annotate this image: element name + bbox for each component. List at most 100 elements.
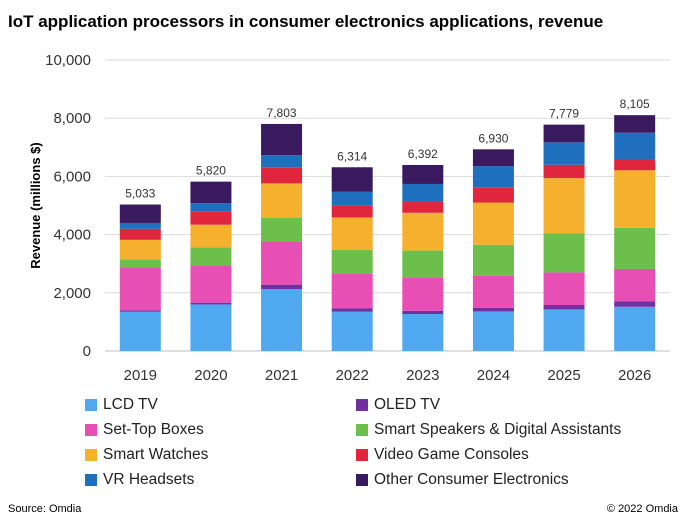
bar-segment: [472, 166, 514, 188]
bar-segment: [331, 167, 373, 192]
bar-segment: [119, 259, 161, 268]
bar-segment: [261, 241, 303, 285]
bar-segment: [614, 301, 656, 307]
bar-segment: [402, 183, 444, 202]
bar-segment: [119, 239, 161, 260]
y-tick-label: 6,000: [53, 168, 91, 185]
bar-segment: [543, 309, 585, 351]
source-note: Source: Omdia: [8, 503, 82, 515]
total-label: 6,392: [408, 147, 438, 161]
bar-segment: [402, 164, 444, 184]
bar-segment: [331, 191, 373, 206]
bar-segment: [190, 304, 232, 351]
bar-segment: [472, 275, 514, 308]
legend-item: Other Consumer Electronics: [356, 471, 569, 489]
total-label: 7,803: [267, 106, 297, 120]
bar-segment: [543, 164, 585, 179]
bar-segment: [543, 124, 585, 143]
legend-swatch: [356, 449, 368, 461]
bar-segment: [119, 204, 161, 223]
bar-segment: [261, 289, 303, 351]
bar-segment: [261, 284, 303, 290]
bar-segment: [261, 218, 303, 242]
legend-swatch: [85, 424, 97, 436]
bar-segment: [614, 306, 656, 351]
bar-segment: [190, 181, 232, 204]
total-label: 7,779: [549, 107, 579, 121]
bar-segment: [472, 187, 514, 203]
total-label: 6,314: [337, 149, 367, 163]
legend-swatch: [356, 399, 368, 411]
bar-segment: [119, 222, 161, 229]
y-tick-label: 10,000: [45, 52, 91, 69]
copyright-note: © 2022 Omdia: [606, 503, 678, 515]
bar-segment: [614, 170, 656, 228]
total-label: 5,033: [125, 187, 155, 201]
bar-segment: [261, 123, 303, 156]
bar-segment: [331, 205, 373, 218]
bar-segment: [190, 302, 232, 305]
bar-segment: [119, 228, 161, 240]
bar-segment: [614, 115, 656, 133]
bar-segment: [402, 201, 444, 213]
bar-segment: [543, 305, 585, 310]
legend-label: Other Consumer Electronics: [374, 471, 569, 488]
bar-segment: [190, 265, 232, 303]
bar-segment: [261, 183, 303, 219]
legend-swatch: [85, 399, 97, 411]
bar-segment: [402, 277, 444, 311]
y-axis-label: Revenue (millions $): [28, 142, 43, 268]
bar-segment: [190, 211, 232, 225]
legend-swatch: [356, 424, 368, 436]
bar-segment: [331, 217, 373, 251]
bar-segment: [614, 268, 656, 302]
bar-segment: [543, 142, 585, 165]
bar-segment: [472, 311, 514, 351]
legend-label: Smart Watches: [103, 446, 209, 463]
bar-segment: [331, 250, 373, 274]
bar-segment: [472, 307, 514, 312]
bar-segment: [331, 311, 373, 351]
bar-segment: [614, 132, 656, 160]
legend-item: LCD TV: [85, 396, 158, 414]
legend-label: Smart Speakers & Digital Assistants: [374, 421, 622, 438]
bar-segment: [472, 149, 514, 167]
bar-segment: [614, 159, 656, 171]
bar-segment: [190, 224, 232, 248]
legend-item: Smart Watches: [85, 446, 208, 464]
total-label: 8,105: [620, 97, 650, 111]
bar-segment: [190, 247, 232, 266]
bar-segment: [402, 310, 444, 315]
bar-segment: [261, 167, 303, 184]
bar-segment: [331, 308, 373, 312]
bar-segment: [119, 311, 161, 351]
x-tick-label: 2022: [336, 367, 369, 384]
x-tick-label: 2024: [477, 367, 510, 384]
x-tick-label: 2026: [618, 367, 651, 384]
bar-segment: [543, 233, 585, 273]
total-label: 5,820: [196, 164, 226, 178]
legend-item: VR Headsets: [85, 471, 194, 489]
bar-segment: [472, 244, 514, 276]
bar-segment: [402, 212, 444, 251]
x-tick-label: 2023: [406, 367, 439, 384]
bar-segment: [261, 155, 303, 168]
y-tick-label: 4,000: [53, 227, 91, 244]
chart-svg: 0 2,000 4,000 6,000 8,000 10,000 Revenue (mill…: [28, 52, 670, 384]
bar-segment: [331, 273, 373, 309]
legend-item: OLED TV: [356, 396, 440, 414]
bar-segment: [543, 272, 585, 306]
bar-segment: [543, 178, 585, 234]
legend-item: Set-Top Boxes: [85, 421, 204, 439]
legend-swatch: [85, 449, 97, 461]
bar-segment: [190, 203, 232, 212]
x-tick-label: 2020: [194, 367, 227, 384]
x-tick-label: 2025: [547, 367, 580, 384]
legend-swatch: [85, 474, 97, 486]
bar-segment: [119, 310, 161, 312]
y-tick-label: 2,000: [53, 285, 91, 302]
total-label: 6,930: [478, 131, 508, 145]
bar-segment: [402, 314, 444, 351]
legend-label: OLED TV: [374, 396, 441, 413]
legend-label: Set-Top Boxes: [103, 421, 204, 438]
